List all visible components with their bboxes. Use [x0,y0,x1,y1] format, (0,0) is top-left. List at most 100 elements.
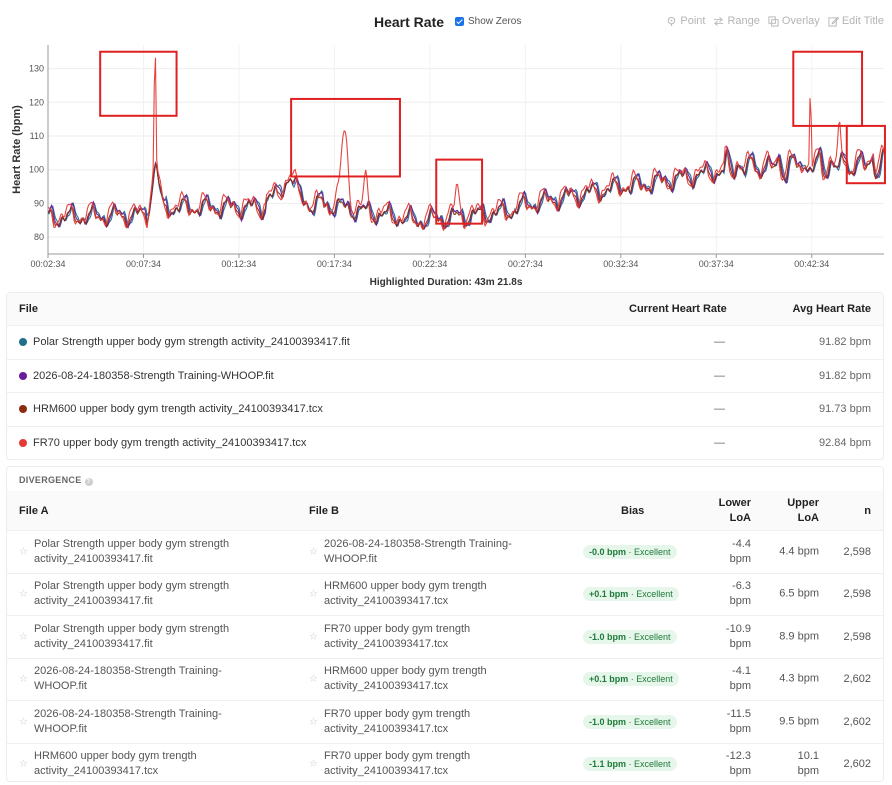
lower-loa-value: -4.4 bpm [729,537,751,565]
divergence-row[interactable]: ☆ Polar Strength upper body gym strength … [7,531,883,574]
avg-heart-rate: 91.82 bpm [819,369,871,382]
upper-loa-value: 9.5 bpm [779,715,819,728]
help-icon[interactable]: ? [84,478,93,486]
file-b-name: HRM600 upper body gym trength activity_2… [324,580,487,608]
current-heart-rate: — [714,336,725,349]
divergence-row[interactable]: ☆ 2026-08-24-180358-Strength Training- WH… [7,659,883,701]
upper-loa-column-header: Upper LoA [787,496,819,524]
star-icon[interactable]: ☆ [19,631,28,643]
file-b-name: FR70 upper body gym trength activity_241… [324,707,471,735]
file-b-name: 2026-08-24-180358-Strength Training- WHO… [324,537,512,565]
star-icon[interactable]: ☆ [19,758,28,770]
bias-badge-pill: -1.0 bpm · Excellent [583,714,677,729]
file-row[interactable]: HRM600 upper body gym trength activity_2… [7,393,883,427]
y-tick-label: 80 [34,232,44,242]
chart-header: Heart Rate Show Zeros Point Range Overla… [0,0,892,44]
star-icon[interactable]: ☆ [19,588,28,600]
bias-rating: · Excellent [630,589,673,600]
star-icon[interactable]: ☆ [309,673,318,685]
x-tick-label: 00:07:34 [126,259,161,269]
x-tick-label: 00:37:34 [699,259,734,269]
chart-toolbar: Point Range Overlay Edit Title [666,15,884,27]
bias-value: -1.0 bpm [589,631,627,642]
highlight-box [845,124,886,185]
y-tick-label: 100 [29,165,44,175]
n-column-header: n [864,504,871,517]
overlay-icon [768,15,779,27]
y-tick-label: 130 [29,64,44,74]
divergence-row[interactable]: ☆ Polar Strength upper body gym strength … [7,616,883,659]
star-icon[interactable]: ☆ [309,758,318,770]
star-icon[interactable]: ☆ [309,588,318,600]
file-a-name: Polar Strength upper body gym strength a… [34,537,230,565]
bias-value: +0.1 bpm [589,674,629,685]
file-name: 2026-08-24-180358-Strength Training-WHOO… [19,370,274,382]
chart-svg[interactable]: 80 90 100 110 120 130 00:02:34 00:07:34 00:12:34… [0,40,892,276]
series-line [47,148,885,231]
upper-loa-value: 8.9 bpm [779,630,819,643]
bias-badge: -1.1 bpm · Excellent [583,757,677,772]
divergence-row[interactable]: ☆ 2026-08-24-180358-Strength Training- WH… [7,701,883,744]
files-table: File Current Heart Rate Avg Heart Rate P… [6,292,884,460]
file-a-name: 2026-08-24-180358-Strength Training- WHO… [34,707,222,735]
show-zeros-toggle[interactable]: Show Zeros [455,16,521,27]
x-tick-label: 00:32:34 [603,259,638,269]
range-tool-button[interactable]: Range [713,15,760,27]
overlay-tool-button[interactable]: Overlay [768,15,820,27]
file-b-name: FR70 upper body gym trength activity_241… [324,622,471,650]
highlight-box [290,97,401,178]
point-tool-button[interactable]: Point [666,15,705,27]
series-line [47,57,885,232]
star-icon[interactable]: ☆ [19,673,28,685]
file-a-name: Polar Strength upper body gym strength a… [34,580,230,608]
divergence-row[interactable]: ☆ HRM600 upper body gym trength activity_… [7,744,883,785]
series-color-dot [19,438,27,447]
bias-rating: · Excellent [630,674,673,685]
range-tool-label: Range [727,15,760,27]
edit-icon [828,16,839,27]
files-table-header: File Current Heart Rate Avg Heart Rate [7,293,883,326]
divergence-title-text: DIVERGENCE [19,475,82,485]
series-color-dot [19,338,27,347]
lower-loa-column-header: Lower LoA [718,496,751,524]
series-color-dot [19,405,27,414]
heart-rate-chart[interactable]: 80 90 100 110 120 130 00:02:34 00:07:34 00:12:34… [0,40,892,290]
overlay-tool-label: Overlay [781,15,820,27]
star-icon[interactable]: ☆ [309,631,318,643]
n-value: 2,602 [843,715,871,728]
lower-loa-value: -4.1 bpm [729,665,751,693]
arrows-icon [714,16,724,26]
bias-rating: · Excellent [628,631,671,642]
y-tick-label: 90 [34,198,44,208]
current-hr-column-header: Current Heart Rate [629,303,727,315]
upper-loa-value: 4.4 bpm [779,545,819,558]
upper-loa-value: 10.1 bpm [797,750,819,778]
star-icon[interactable]: ☆ [309,546,318,558]
file-row[interactable]: FR70 upper body gym trength activity_241… [7,427,883,460]
n-value: 2,598 [843,588,871,601]
bias-value: -1.0 bpm [589,716,627,727]
file-name: HRM600 upper body gym trength activity_2… [19,403,323,415]
bias-badge: -1.0 bpm · Excellent [583,629,677,644]
n-value: 2,602 [843,673,871,686]
divergence-row[interactable]: ☆ Polar Strength upper body gym strength … [7,574,883,616]
star-icon[interactable]: ☆ [19,716,28,728]
edit-title-button[interactable]: Edit Title [828,15,884,27]
file-a-column-header: File A [19,504,49,517]
x-tick-label: 00:02:34 [30,259,65,269]
y-tick-label: 110 [30,131,44,141]
file-row[interactable]: Polar Strength upper body gym strength a… [7,326,883,360]
bias-value: -1.1 bpm [589,759,627,770]
x-tick-label: 00:27:34 [508,259,543,269]
highlighted-duration: Highlighted Duration: 43m 21.8s [369,277,523,288]
divergence-table: DIVERGENCE? File A File B Bias Lower LoA… [6,466,884,782]
star-icon[interactable]: ☆ [19,546,28,558]
star-icon[interactable]: ☆ [309,716,318,728]
x-tick-label: 00:17:34 [317,259,352,269]
checkbox-icon[interactable] [455,17,464,26]
avg-heart-rate: 92.84 bpm [819,436,871,449]
bias-badge-pill: +0.1 bpm · Excellent [583,587,679,602]
bias-rating: · Excellent [628,546,671,557]
y-tick-label: 120 [29,97,44,107]
file-row[interactable]: 2026-08-24-180358-Strength Training-WHOO… [7,360,883,393]
